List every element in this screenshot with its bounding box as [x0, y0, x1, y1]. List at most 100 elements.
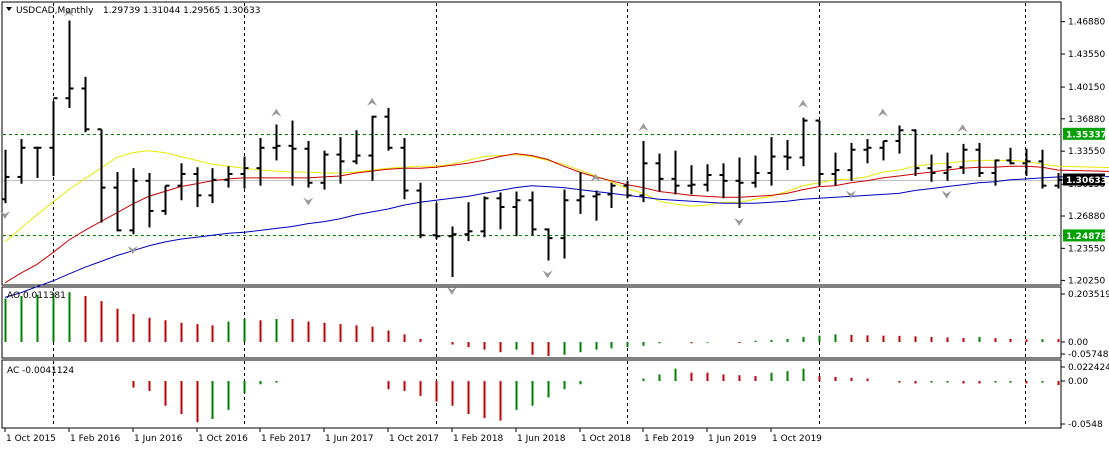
price-tag-label: 1.30633	[1066, 176, 1107, 186]
time-tick-label: 1 Oct 2017	[389, 434, 439, 444]
ohlc-bar	[129, 168, 138, 235]
ohlc-bar	[336, 137, 345, 184]
ohlc-bar	[496, 192, 505, 230]
fractal-up-arrow	[590, 173, 601, 182]
indicator-tick-label: 0.0224248	[1068, 363, 1109, 373]
time-tick-label: 1 Feb 2018	[453, 434, 504, 444]
ohlc-bar	[623, 180, 632, 199]
time-tick-label: 1 Oct 2016	[198, 434, 248, 444]
ohlc-bar	[767, 137, 776, 186]
indicator-tick-label: 0.203519	[1068, 290, 1109, 300]
ohlc-bar	[448, 226, 457, 278]
price-tag-label: 1.35337	[1066, 130, 1107, 140]
fractal-down-arrow	[446, 286, 457, 295]
ohlc-bar	[751, 155, 760, 188]
time-tick-label: 1 Jun 2018	[517, 434, 566, 444]
fractal-up-arrow	[63, 8, 74, 17]
fractal-down-arrow	[303, 197, 314, 206]
ohlc-bar	[991, 159, 1000, 186]
price-tick-label: 1.46880	[1068, 18, 1105, 28]
ohlc-bar	[655, 153, 664, 192]
ohlc-bar	[592, 190, 601, 221]
ohlc-bar	[113, 172, 122, 232]
ohlc-bar	[368, 115, 377, 181]
fractal-down-arrow	[127, 246, 138, 255]
time-tick-label: 1 Oct 2018	[581, 434, 631, 444]
ohlc-bar	[240, 156, 249, 189]
fractal-up-arrow	[638, 123, 649, 132]
ohlc-bar	[735, 157, 744, 209]
fractal-up-arrow	[798, 99, 808, 108]
ohlc-bar	[480, 196, 489, 238]
fractal-down-arrow	[734, 217, 745, 226]
ohlc-bar	[671, 150, 680, 195]
ohlc-bar	[416, 182, 425, 239]
time-tick-label: 1 Feb 2017	[261, 434, 311, 444]
ohlc-bar	[97, 128, 106, 223]
ohlc-bar	[256, 138, 265, 186]
ohlc-bar	[1022, 148, 1031, 176]
fractal-up-arrow	[957, 124, 968, 133]
ohlc-bar	[879, 139, 888, 161]
ohlc-bar	[895, 125, 904, 154]
ohlc-bar	[145, 173, 154, 228]
moving-averages	[4, 150, 1109, 298]
price-tag	[1063, 127, 1105, 140]
ohlc-bar	[384, 107, 393, 151]
ohlc-bar	[17, 139, 26, 184]
time-tick-label: 1 Feb 2016	[70, 434, 121, 444]
price-tick-label: 1.20250	[1068, 276, 1105, 286]
time-tick-label: 1 Jun 2016	[134, 434, 183, 444]
fractal-up-arrow	[877, 108, 888, 117]
ohlc-bar	[65, 20, 74, 108]
fractal-down-arrow	[0, 211, 10, 220]
ohlc-bar	[320, 150, 329, 190]
time-tick-label: 1 Oct 2015	[6, 434, 56, 444]
ohlc-bar	[352, 130, 361, 165]
time-tick-label: 1 Jun 2019	[708, 434, 757, 444]
ohlc-bar	[799, 117, 808, 167]
indicator-tick-label: 0.00	[1068, 377, 1088, 387]
ohlc-bar	[911, 129, 920, 176]
price-tick-label: 1.23550	[1068, 244, 1105, 254]
moving-average-line	[4, 176, 1109, 298]
dropdown-triangle-icon[interactable]	[6, 7, 12, 11]
ohlc-bar	[512, 191, 521, 237]
price-tick-label: 1.36880	[1068, 115, 1105, 125]
ohlc-bar	[432, 203, 441, 240]
ohlc-bar	[703, 164, 712, 192]
fractal-up-arrow	[271, 108, 282, 117]
ohlc-bar	[1054, 173, 1063, 189]
fractal-arrows	[0, 8, 968, 295]
fractal-down-arrow	[845, 190, 856, 199]
ohlc-bar	[815, 119, 824, 186]
ohlc-bar	[33, 146, 42, 178]
ao-histogram: 0.203519 0.00 -0.057489	[4, 290, 1109, 360]
ohlc-bar	[288, 120, 297, 186]
price-tag	[1063, 229, 1105, 242]
ohlc-bar	[687, 165, 696, 195]
ohlc-bar	[208, 168, 217, 204]
ohlc-bar	[719, 163, 728, 199]
ohlc-bar	[560, 189, 569, 259]
price-tick-label: 1.33550	[1068, 147, 1105, 157]
ohlc-bar	[224, 166, 233, 188]
ohlc-bar	[1038, 149, 1047, 189]
price-level-lines	[3, 134, 1060, 236]
price-tag-label: 1.24878	[1066, 232, 1107, 242]
ohlc-bar	[304, 140, 313, 188]
price-tag	[1063, 173, 1105, 186]
moving-average-line	[4, 153, 1109, 284]
ao-label: AO 0.011381	[7, 291, 66, 301]
moving-average-line	[4, 150, 1109, 243]
time-axis: 1 Oct 2015 1 Feb 2016 1 Jun 2016 1 Oct 2016…	[4, 428, 822, 444]
ohlc-bar	[400, 138, 409, 200]
indicator-tick-label: 0.00	[1068, 338, 1088, 348]
ohlc-bar	[544, 228, 553, 261]
indicator-tick-label: -0.057489	[1068, 350, 1109, 360]
ohlc-bar	[943, 152, 952, 181]
price-axis: 1.468801.435501.401501.368801.335501.301…	[1061, 18, 1105, 286]
ohlc-bar	[161, 184, 170, 215]
price-tick-label: 1.40150	[1068, 83, 1105, 93]
